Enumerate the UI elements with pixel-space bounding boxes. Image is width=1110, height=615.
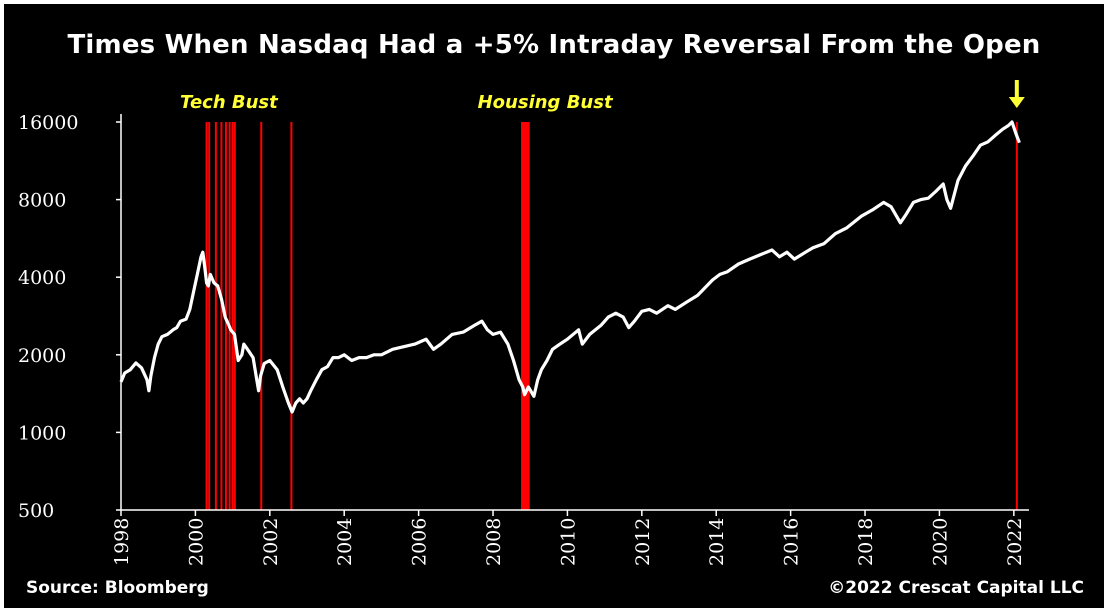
y-tick-label: 4000 <box>18 267 66 289</box>
y-tick-label: 16000 <box>18 112 78 134</box>
x-tick-label: 2006 <box>409 518 431 566</box>
source-label: Source: Bloomberg <box>26 578 209 598</box>
copyright-label: ©2022 Crescat Capital LLC <box>828 578 1084 598</box>
x-tick-label: 2020 <box>929 518 951 566</box>
x-tick-label: 2018 <box>855 518 877 566</box>
x-tick-label: 2010 <box>557 518 579 566</box>
nasdaq-price-line <box>119 120 1021 414</box>
chart-svg: 500 1000 2000 4000 8000 16000 1998 2000 2002 2004… <box>18 80 1029 566</box>
x-tick-label: 2002 <box>260 518 282 566</box>
x-tick-label: 2012 <box>632 518 654 566</box>
annotation-label: Tech Bust <box>180 92 279 113</box>
x-tick-label: 2022 <box>1004 518 1026 566</box>
x-tick-label: 2008 <box>483 518 505 566</box>
y-tick-label: 2000 <box>18 345 66 367</box>
chart-title: Times When Nasdaq Had a +5% Intraday Rev… <box>67 30 1041 60</box>
x-tick-label: 2014 <box>706 518 728 566</box>
chart-frame: Times When Nasdaq Had a +5% Intraday Rev… <box>4 4 1104 608</box>
x-tick-label: 2000 <box>185 518 207 566</box>
x-tick-label: 2016 <box>781 518 803 566</box>
arrow-head-icon <box>1008 97 1025 108</box>
y-tick-label: 1000 <box>18 422 66 444</box>
y-tick-label: 500 <box>18 500 54 522</box>
annotation-label: Housing Bust <box>478 92 614 113</box>
x-tick-label: 1998 <box>111 518 133 566</box>
x-tick-label: 2004 <box>334 518 356 566</box>
y-tick-label: 8000 <box>18 190 66 212</box>
